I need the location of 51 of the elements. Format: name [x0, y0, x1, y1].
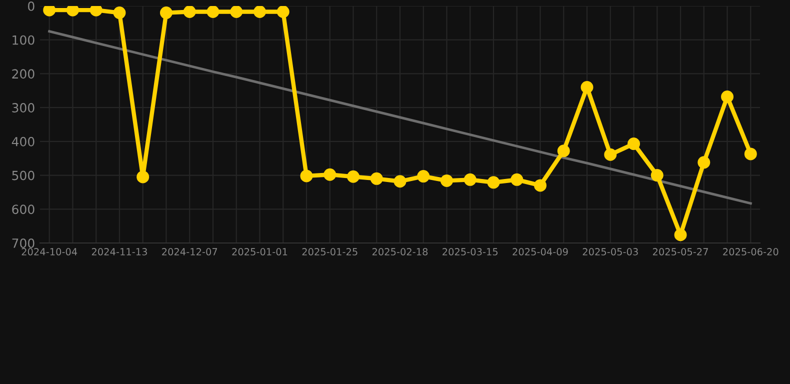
point: [370, 172, 383, 185]
y-tick-label: 100: [12, 35, 34, 45]
y-tick-label: 0: [28, 1, 34, 11]
point: [487, 176, 500, 189]
x-tick-label: 2025-01-25: [302, 248, 358, 256]
point: [230, 6, 243, 18]
x-tick-label: 2025-06-20: [723, 248, 778, 256]
point: [628, 138, 640, 150]
point: [440, 174, 454, 187]
point: [113, 6, 126, 20]
y-tick-label: 200: [12, 69, 34, 79]
point: [324, 168, 336, 181]
point: [674, 228, 687, 242]
point: [650, 169, 664, 182]
x-tick-label: 2024-12-07: [162, 248, 218, 256]
point: [557, 144, 570, 158]
point: [464, 173, 476, 186]
point: [417, 170, 430, 183]
x-tick-label: 2025-04-09: [512, 248, 568, 256]
x-tick-label: 2025-01-01: [232, 248, 288, 256]
point: [66, 6, 79, 16]
point: [206, 6, 220, 18]
point: [604, 148, 617, 161]
x-tick-label: 2025-02-18: [372, 248, 428, 256]
point: [510, 173, 524, 186]
point: [721, 90, 734, 103]
point: [300, 170, 313, 182]
point: [744, 148, 757, 160]
point: [136, 170, 150, 184]
point: [346, 170, 360, 183]
point: [253, 6, 266, 18]
y-tick-label: 400: [12, 136, 34, 146]
point: [698, 156, 710, 169]
y-tick-label: 300: [12, 103, 34, 112]
x-tick-label: 2025-03-15: [442, 248, 498, 256]
x-tick-label: 2024-11-13: [92, 248, 147, 256]
point: [276, 6, 290, 18]
point: [160, 6, 172, 20]
y-tick-label: 600: [12, 204, 34, 214]
point: [183, 6, 196, 18]
y-tick-label: 700: [12, 238, 34, 248]
line-series: [48, 30, 752, 205]
point: [43, 6, 56, 16]
y-tick-label: 500: [12, 170, 34, 180]
point: [90, 6, 102, 16]
x-tick-label: 2025-05-03: [582, 248, 638, 256]
point: [580, 81, 594, 94]
x-tick-label: 2024-10-04: [22, 248, 78, 256]
point: [394, 175, 406, 188]
x-tick-label: 2025-05-27: [652, 248, 708, 256]
point: [534, 179, 547, 192]
